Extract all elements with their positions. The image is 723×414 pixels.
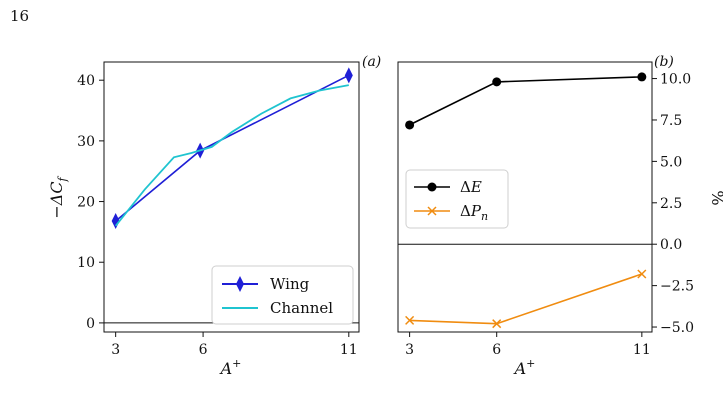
panel-a-label: (a) <box>362 54 381 70</box>
panel-a-legend: Wing Channel <box>211 265 354 325</box>
series-line-pn <box>409 273 643 325</box>
series-line-e <box>409 76 642 126</box>
chart-panel-b: (b) 3 6 11 −5.0 −2.5 0.0 2.5 5.0 7.5 10.0 % A+ ΔE… <box>397 54 723 378</box>
data-point-wing <box>111 212 120 229</box>
y-tick-label: 10.0 <box>660 72 691 88</box>
y-tick-label: 20 <box>77 195 95 211</box>
legend-dpn-marker <box>427 206 437 216</box>
legend-channel-label: Channel <box>270 299 333 317</box>
panel-a-ticks: 3 6 11 0 10 20 30 40 <box>77 73 358 358</box>
x-tick-label: 11 <box>340 342 358 358</box>
data-point-pn <box>637 269 647 279</box>
data-point-e <box>405 120 415 130</box>
data-point-pn <box>405 315 415 325</box>
x-tick-label: 3 <box>111 342 120 358</box>
panel-b-ticks: 3 6 11 −5.0 −2.5 0.0 2.5 5.0 7.5 10.0 <box>405 72 694 358</box>
y-tick-label: 7.5 <box>660 113 682 129</box>
panel-b-series <box>398 72 652 329</box>
legend-wing-marker <box>236 276 244 292</box>
y-tick-label: 10 <box>77 255 95 271</box>
panel-a-ylabel: −ΔCf <box>47 175 69 218</box>
panel-b-legend: ΔE ΔPn <box>405 169 509 229</box>
data-point-e <box>492 77 502 87</box>
chart-panel-a: (a) 3 6 11 0 10 20 30 40 −ΔCf A+ Wing Channel <box>47 54 381 378</box>
page-number: 16 <box>10 7 30 25</box>
legend-box <box>405 169 509 229</box>
x-tick-label: 11 <box>633 342 651 358</box>
y-tick-label: 0 <box>86 316 95 332</box>
x-tick-label: 6 <box>492 342 501 358</box>
y-tick-label: 0.0 <box>660 237 682 253</box>
panel-b-label: (b) <box>654 54 674 70</box>
data-point-wing <box>344 67 353 84</box>
panel-b-frame <box>397 61 653 333</box>
panel-b-ylabel: % <box>708 190 723 205</box>
data-point-pn <box>492 319 502 329</box>
y-tick-label: −5.0 <box>660 320 694 336</box>
legend-de-label: ΔE <box>460 178 482 196</box>
y-tick-label: 5.0 <box>660 154 682 170</box>
y-tick-label: 40 <box>77 73 95 89</box>
panel-a-xlabel: A+ <box>219 357 242 378</box>
legend-box <box>211 265 354 325</box>
y-tick-label: 30 <box>77 134 95 150</box>
y-tick-label: −2.5 <box>660 279 694 295</box>
legend-wing-label: Wing <box>270 275 310 293</box>
data-point-e <box>637 72 647 82</box>
x-tick-label: 3 <box>405 342 414 358</box>
panel-b-xlabel: A+ <box>513 357 536 378</box>
legend-de-marker <box>427 182 437 192</box>
panel-a-frame <box>103 61 360 333</box>
x-tick-label: 6 <box>199 342 208 358</box>
series-line-channel <box>114 84 349 227</box>
y-tick-label: 2.5 <box>660 196 682 212</box>
series-line-wing <box>115 74 350 222</box>
